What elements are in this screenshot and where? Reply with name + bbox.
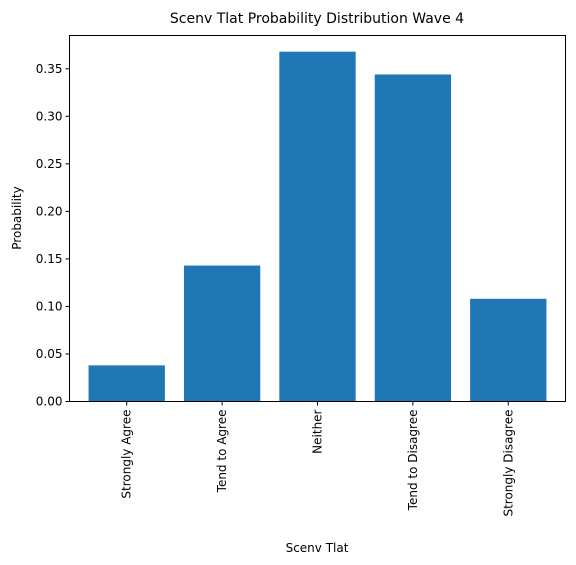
x-tick-label: Tend to Disagree xyxy=(406,410,420,512)
bar-strongly-agree xyxy=(88,365,165,402)
y-tick-label: 0.05 xyxy=(36,347,63,361)
bar-strongly-disagree xyxy=(470,298,547,402)
y-tick-label: 0.15 xyxy=(36,252,63,266)
x-tick-label: Tend to Agree xyxy=(215,410,229,494)
bar-neither xyxy=(279,51,356,402)
chart-title: Scenv Tlat Probability Distribution Wave… xyxy=(170,11,464,27)
y-axis-label: Probability xyxy=(10,186,24,249)
y-tick-label: 0.25 xyxy=(36,157,63,171)
x-axis-label: Scenv Tlat xyxy=(286,541,349,555)
plot-frame xyxy=(69,35,566,402)
y-tick-label: 0.00 xyxy=(36,395,63,409)
x-tick-label: Strongly Disagree xyxy=(501,410,515,517)
bar-tend-to-agree xyxy=(183,265,261,402)
bars-group xyxy=(88,51,547,402)
x-axis-ticks: Strongly Agree Tend to Agree Neither Tend t… xyxy=(120,401,515,517)
y-tick-label: 0.20 xyxy=(36,204,63,218)
bar-tend-to-disagree xyxy=(374,74,452,402)
y-tick-label: 0.30 xyxy=(36,109,63,123)
x-tick-label: Neither xyxy=(311,409,325,453)
y-axis-ticks: 0.00 0.05 0.10 0.15 0.20 0.25 0.30 0.35 xyxy=(36,62,70,409)
y-tick-label: 0.10 xyxy=(36,299,63,313)
y-tick-label: 0.35 xyxy=(36,62,63,76)
x-tick-label: Strongly Agree xyxy=(120,410,134,499)
